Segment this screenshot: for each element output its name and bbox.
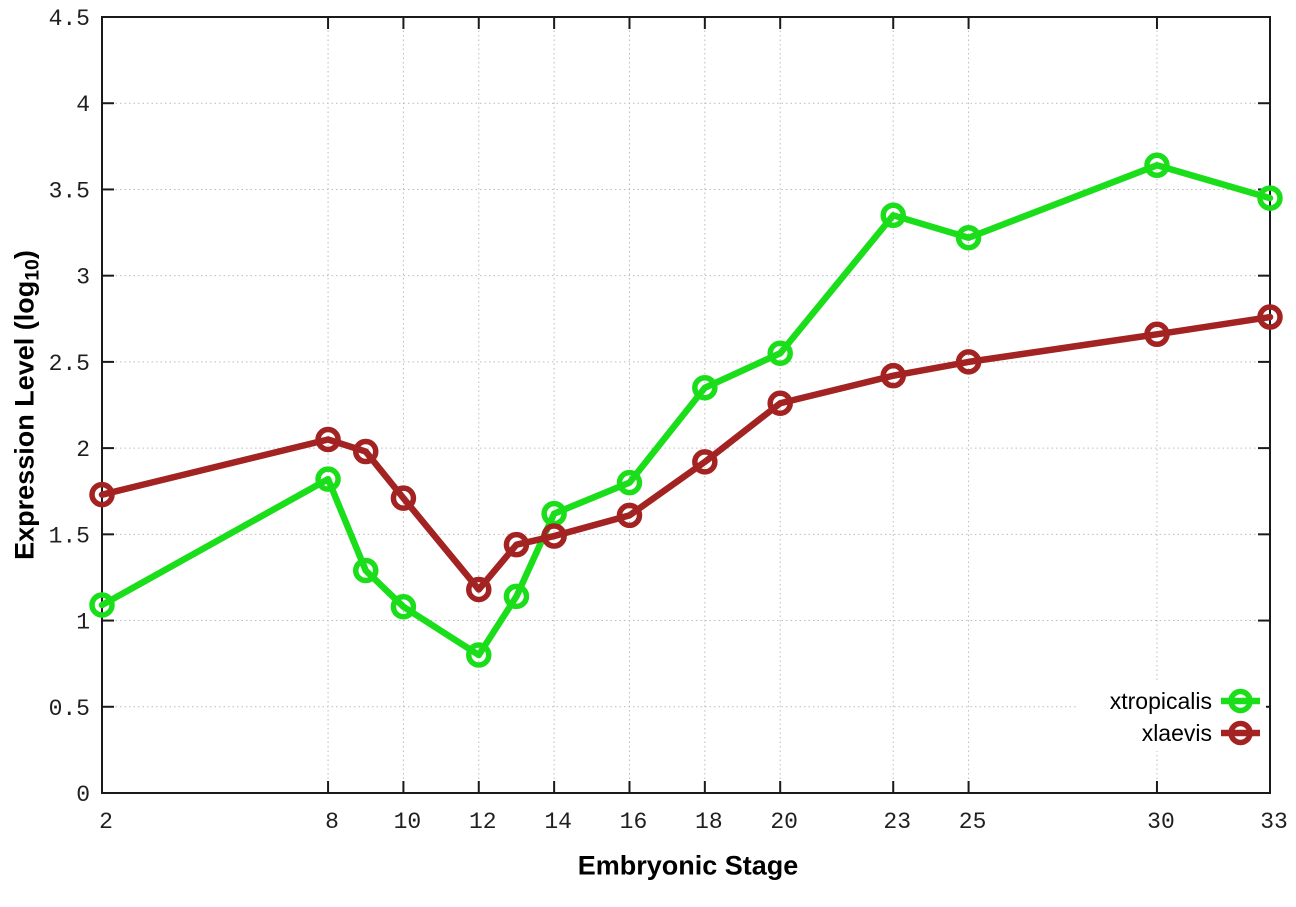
y-tick-label: 0.5 <box>49 696 90 722</box>
x-tick-label: 23 <box>883 809 911 835</box>
data-point-xlaevis <box>352 438 379 465</box>
y-tick-label: 4 <box>76 92 90 118</box>
legend-label-xtropicalis: xtropicalis <box>1110 688 1212 714</box>
x-axis-title: Embryonic Stage <box>577 850 799 881</box>
data-point-xtropicalis <box>880 202 906 229</box>
data-point-xlaevis <box>89 481 115 508</box>
y-axis-title-subscript: 10 <box>21 259 44 281</box>
y-axis-title: Expression Level (log10) <box>9 250 44 560</box>
data-point-xlaevis <box>466 576 492 603</box>
data-point-xtropicalis <box>315 466 341 492</box>
data-point-xlaevis <box>390 485 417 511</box>
plot-border <box>101 16 1271 794</box>
x-tick-label: 25 <box>959 809 987 835</box>
x-tick-label: 8 <box>325 809 339 835</box>
data-point-xlaevis <box>1144 321 1170 348</box>
x-tick-label: 2 <box>99 809 113 835</box>
data-point-xtropicalis <box>616 469 643 496</box>
x-tick-label: 12 <box>469 809 497 835</box>
data-point-xtropicalis <box>352 557 379 584</box>
data-point-xtropicalis <box>1144 152 1170 179</box>
data-point-xtropicalis <box>466 642 492 668</box>
legend-label-xlaevis: xlaevis <box>1142 720 1212 746</box>
data-point-xtropicalis <box>89 592 115 618</box>
legend-marker-xtropicalis <box>1228 688 1253 714</box>
data-point-xlaevis <box>767 390 793 417</box>
series-line-xtropicalis <box>98 162 1274 659</box>
data-point-xtropicalis <box>503 583 530 610</box>
data-point-xtropicalis <box>767 340 793 367</box>
x-tick-label: 18 <box>695 809 723 835</box>
data-point-xtropicalis <box>955 224 982 251</box>
data-point-xlaevis <box>880 362 906 389</box>
y-tick-label: 0 <box>76 782 90 808</box>
y-tick-label: 1.5 <box>49 523 90 549</box>
y-axis-title-suffix: ) <box>9 250 40 260</box>
data-point-xtropicalis <box>390 594 417 620</box>
y-tick-label: 2 <box>76 437 90 463</box>
data-point-xtropicalis <box>1257 185 1283 211</box>
x-tick-label: 14 <box>544 809 572 835</box>
data-point-xlaevis <box>616 502 643 529</box>
y-tick-label: 3 <box>76 265 90 291</box>
series-line-xlaevis <box>98 313 1274 593</box>
data-point-xlaevis <box>503 531 530 558</box>
data-point-xlaevis <box>1257 304 1283 330</box>
y-axis-title-text: Expression Level (log <box>9 280 40 560</box>
data-point-xlaevis <box>541 523 567 549</box>
y-tick-label: 2.5 <box>49 351 90 377</box>
data-point-xtropicalis <box>692 375 718 401</box>
y-tick-label: 3.5 <box>49 178 90 204</box>
data-point-xlaevis <box>955 349 982 375</box>
y-tick-label: 4.5 <box>49 6 90 32</box>
x-tick-label: 33 <box>1260 809 1288 835</box>
x-tick-label: 20 <box>770 809 798 835</box>
x-tick-label: 10 <box>394 809 422 835</box>
data-point-xlaevis <box>315 426 341 453</box>
x-tick-label: 16 <box>620 809 648 835</box>
data-point-xlaevis <box>692 449 718 475</box>
x-tick-label: 30 <box>1147 809 1175 835</box>
y-tick-label: 1 <box>76 610 90 636</box>
legend-marker-xlaevis <box>1228 720 1253 746</box>
